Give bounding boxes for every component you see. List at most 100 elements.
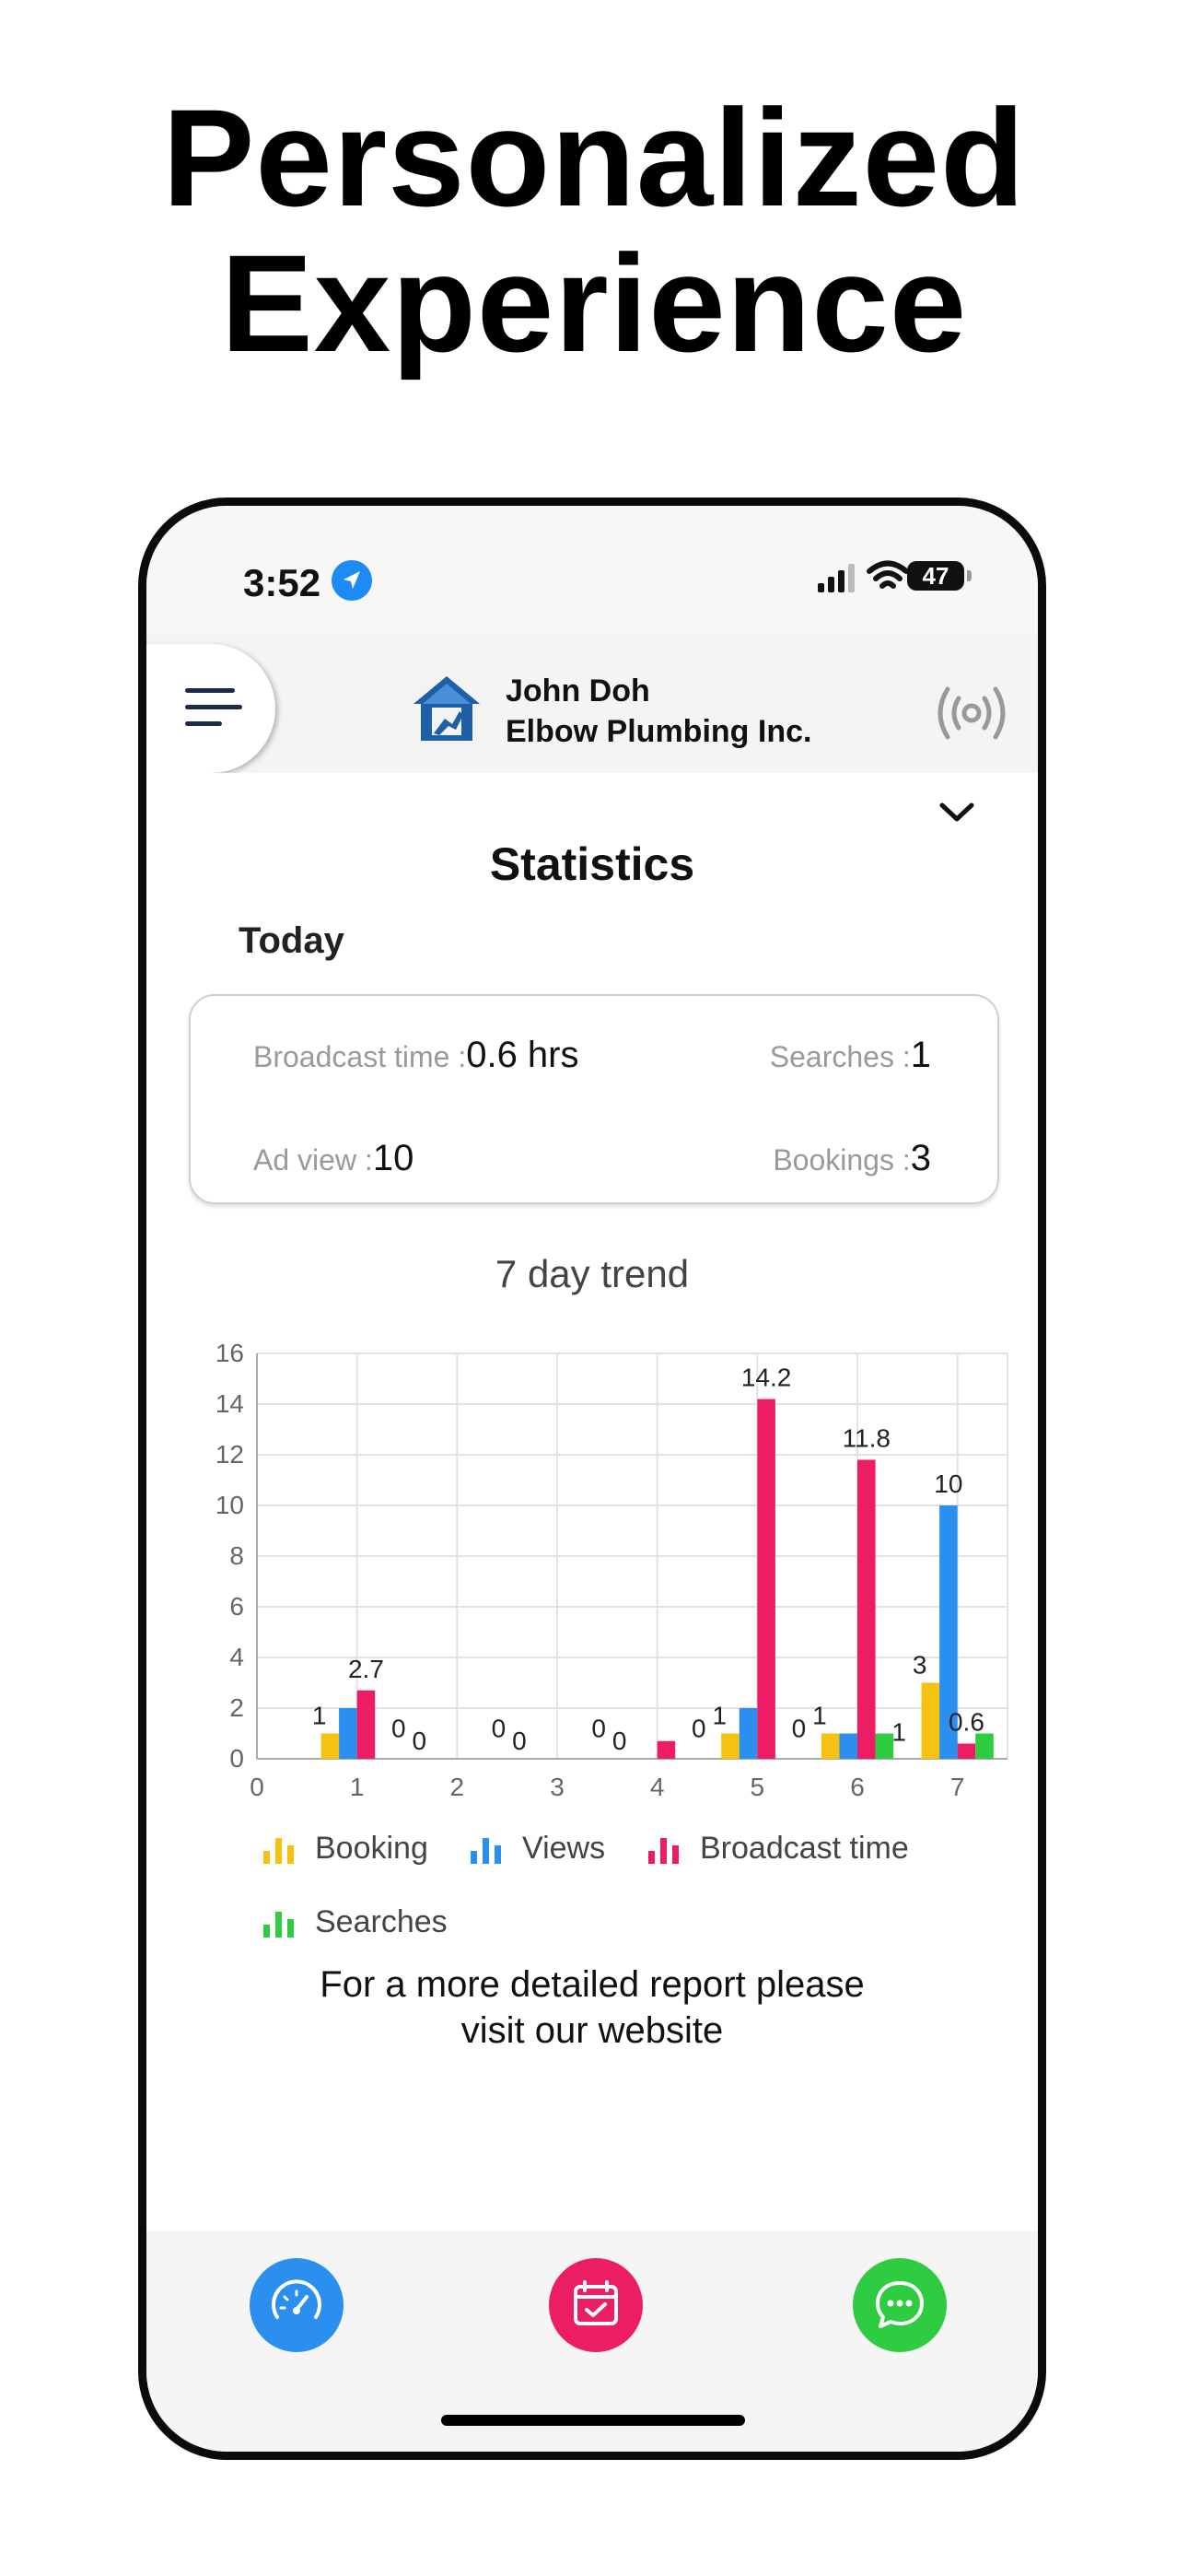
user-name: John Doh	[506, 673, 650, 708]
home-indicator	[441, 2415, 745, 2426]
y-tick-label: 0	[229, 1744, 244, 1773]
section-today-heading: Today	[239, 920, 344, 961]
y-tick-label: 2	[229, 1693, 244, 1722]
location-arrow-icon	[332, 560, 372, 601]
tab-chat[interactable]	[853, 2258, 947, 2352]
stat-bookings: Bookings :3	[773, 1138, 931, 1179]
chart-bar-broadcast-time	[657, 1740, 676, 1759]
chart-bar-views	[739, 1708, 758, 1759]
y-tick-label: 10	[215, 1491, 244, 1519]
data-label: 11.8	[843, 1424, 891, 1453]
data-label: 0	[612, 1727, 627, 1755]
chart-bar-booking	[721, 1733, 740, 1759]
speedometer-icon	[272, 2279, 321, 2319]
chevron-down-icon[interactable]	[938, 801, 975, 825]
chart-bar-broadcast-time	[757, 1399, 775, 1759]
legend-label-views: Views	[522, 1831, 606, 1866]
battery-indicator: 47	[907, 561, 972, 591]
hamburger-icon	[185, 705, 242, 709]
tab-calendar[interactable]	[549, 2258, 643, 2352]
stat-bookings-label: Bookings :	[773, 1143, 911, 1177]
chart-bar-views	[339, 1708, 357, 1759]
data-label: 10	[934, 1469, 962, 1498]
stat-searches-label: Searches :	[769, 1040, 911, 1073]
chart-bar-broadcast-time	[857, 1459, 876, 1759]
chart-bar-views	[839, 1733, 857, 1759]
legend-item-booking[interactable]: Booking	[262, 1831, 428, 1867]
bar-chart-icon	[263, 1838, 294, 1865]
legend-label-booking: Booking	[315, 1831, 428, 1866]
bar-chart-icon	[263, 1912, 294, 1938]
x-tick-label: 5	[751, 1773, 765, 1801]
legend-label-searches: Searches	[315, 1904, 448, 1939]
data-label: 1	[713, 1702, 728, 1730]
data-label: 0	[391, 1715, 406, 1743]
x-tick-label: 0	[250, 1773, 264, 1801]
legend-label-broadcast-time: Broadcast time	[700, 1831, 909, 1866]
menu-button[interactable]	[146, 644, 275, 773]
x-tick-label: 1	[350, 1773, 365, 1801]
company-logo	[406, 667, 487, 748]
y-tick-label: 16	[215, 1339, 244, 1367]
status-bar: 3:52 47	[146, 506, 1038, 635]
today-stats-card: Broadcast time :0.6 hrs Searches :1 Ad v…	[189, 994, 999, 1204]
chart-bar-broadcast-time	[356, 1690, 376, 1759]
data-label: 0	[492, 1715, 507, 1743]
x-tick-label: 6	[850, 1773, 865, 1801]
stat-adview-label: Ad view :	[253, 1143, 373, 1177]
report-note-line-1: For a more detailed report please	[320, 1964, 865, 2005]
data-label: 3	[913, 1651, 927, 1680]
stat-broadcast-value: 0.6 hrs	[466, 1035, 579, 1075]
chart-title: 7 day trend	[495, 1252, 690, 1295]
x-tick-label: 2	[450, 1773, 465, 1801]
stat-broadcast-time: Broadcast time :0.6 hrs	[253, 1035, 579, 1076]
data-label: 2.7	[348, 1655, 384, 1683]
chat-bubble-icon	[876, 2281, 924, 2328]
screen: 3:52 47	[146, 506, 1038, 2452]
headline: Personalized Experience	[0, 85, 1188, 376]
data-label: 0	[792, 1715, 807, 1743]
chart-bar-views	[939, 1505, 958, 1759]
legend-item-views[interactable]: Views	[469, 1831, 605, 1867]
detailed-report-note: For a more detailed report please visit …	[146, 1961, 1038, 2054]
headline-line-2: Experience	[220, 226, 968, 381]
legend-item-searches[interactable]: Searches	[262, 1904, 448, 1940]
chart-bar-booking	[320, 1733, 340, 1759]
x-tick-label: 4	[650, 1773, 665, 1801]
y-tick-label: 14	[215, 1389, 244, 1418]
page-title: Statistics	[489, 838, 695, 890]
calendar-check-icon	[574, 2280, 618, 2325]
headline-line-1: Personalized	[162, 80, 1026, 235]
bar-chart-icon	[648, 1838, 679, 1865]
status-time: 3:52	[243, 561, 321, 604]
legend-item-broadcast-time[interactable]: Broadcast time	[646, 1831, 909, 1867]
broadcast-icon[interactable]	[931, 685, 1012, 741]
stat-bookings-value: 3	[910, 1138, 931, 1178]
cellular-signal-icon	[818, 564, 855, 592]
data-label: 0	[512, 1727, 527, 1755]
data-label: 1	[891, 1718, 906, 1747]
x-tick-label: 7	[950, 1773, 965, 1801]
data-label: 1	[312, 1702, 327, 1730]
data-label: 14.2	[741, 1364, 792, 1392]
stat-searches: Searches :1	[770, 1035, 931, 1076]
data-label: 1	[812, 1702, 827, 1730]
y-tick-label: 6	[229, 1592, 244, 1621]
stat-ad-view: Ad view :10	[253, 1138, 413, 1179]
report-note-line-2: visit our website	[460, 2010, 724, 2051]
stat-broadcast-label: Broadcast time :	[253, 1040, 467, 1073]
y-tick-label: 12	[215, 1440, 244, 1469]
data-label: 0.6	[949, 1708, 984, 1737]
chart-bar-booking	[921, 1682, 940, 1759]
chart-bar-booking	[821, 1733, 840, 1759]
phone-frame: 3:52 47	[138, 498, 1046, 2460]
y-tick-label: 4	[229, 1643, 244, 1671]
hamburger-icon	[185, 721, 222, 726]
tab-dashboard[interactable]	[250, 2258, 344, 2352]
app-header: John Doh Elbow Plumbing Inc.	[146, 635, 1038, 773]
wifi-icon	[867, 560, 909, 589]
bar-chart-icon	[471, 1838, 501, 1865]
chart-bar-searches	[875, 1733, 894, 1759]
stat-searches-value: 1	[910, 1035, 931, 1075]
